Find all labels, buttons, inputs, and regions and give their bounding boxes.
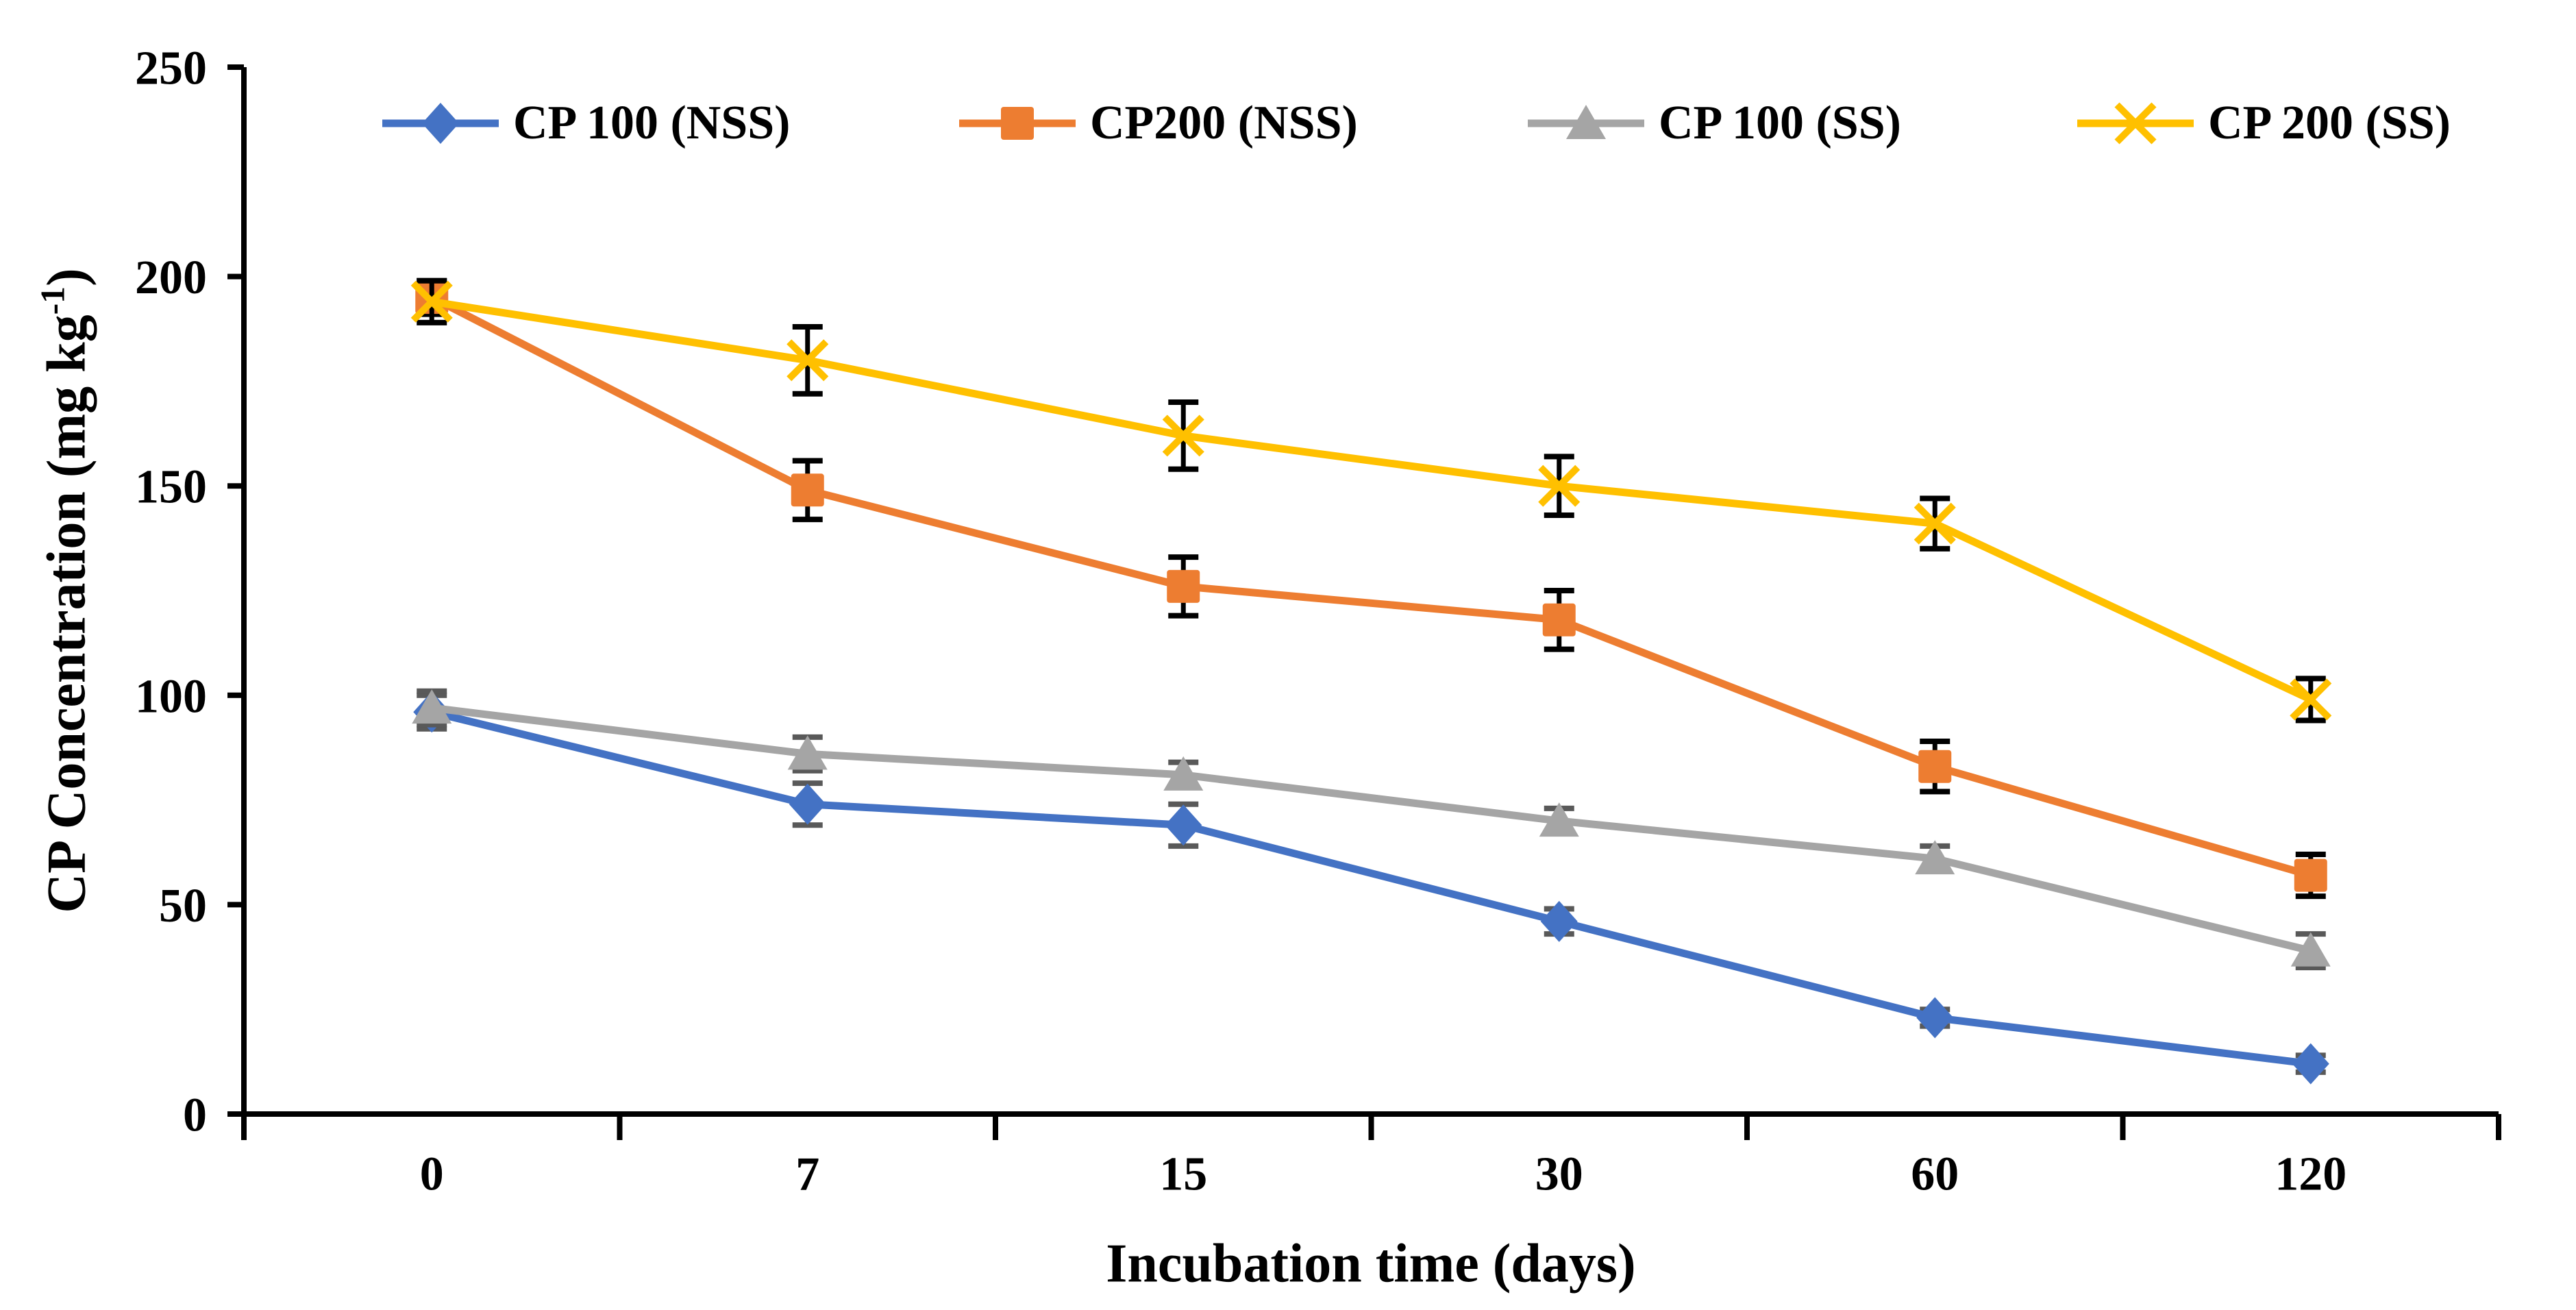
diamond-marker [2292, 1043, 2329, 1085]
y-tick-label: 0 [183, 1089, 207, 1142]
legend-item: CP 100 (NSS) [379, 91, 790, 156]
x-tick-label: 30 [1535, 1148, 1583, 1201]
x-marker [2114, 102, 2157, 145]
y-tick-label: 100 [135, 670, 207, 723]
legend-marker-square [959, 107, 1076, 140]
square-marker [791, 473, 824, 507]
square-marker [2294, 858, 2327, 892]
y-axis-title-superscript: -1 [34, 286, 72, 315]
legend-marker-triangle [1528, 105, 1644, 139]
legend-label: CP 100 (SS) [1659, 97, 1901, 149]
x-axis-title: Incubation time (days) [1106, 1233, 1636, 1294]
square-marker [1001, 107, 1034, 140]
y-axis-title-close: ) [36, 268, 97, 287]
series-line [431, 704, 2312, 954]
y-tick-label: 50 [159, 880, 207, 932]
legend-label: CP 200 (SS) [2208, 97, 2451, 149]
diamond-marker [789, 783, 826, 825]
series-line [430, 294, 2312, 879]
triangle-marker [1539, 802, 1579, 837]
diamond-marker [1916, 997, 1954, 1039]
legend-marker-diamond [382, 103, 499, 144]
legend-label: CP200 (NSS) [1090, 97, 1358, 149]
square-marker [1167, 569, 1200, 603]
diamond-marker [1165, 804, 1202, 846]
x-marker [1162, 415, 1204, 457]
legend-item: CP 100 (SS) [1524, 91, 1901, 156]
series-line [430, 708, 2312, 1068]
y-tick-label: 250 [135, 42, 207, 95]
x-tick-label: 0 [420, 1148, 444, 1201]
y-tick-label: 150 [135, 461, 207, 514]
legend-marker-x [2077, 102, 2194, 145]
triangle-marker [787, 735, 828, 770]
triangle-marker [412, 689, 452, 724]
x-tick-label: 7 [795, 1148, 819, 1201]
series-line [431, 297, 2313, 703]
y-tick-label: 200 [135, 251, 207, 304]
diamond-marker [1540, 900, 1578, 942]
legend-item: CP200 (NSS) [956, 91, 1358, 156]
x-tick-label: 120 [2275, 1148, 2346, 1201]
x-tick-label: 15 [1159, 1148, 1207, 1201]
legend-item: CP 200 (SS) [2074, 91, 2451, 156]
x-marker [2290, 678, 2332, 721]
x-marker [787, 339, 829, 382]
x-marker [410, 280, 453, 323]
y-axis-title: CP Concentration (mg kg-1) [34, 268, 99, 913]
triangle-marker [1915, 840, 1955, 875]
legend-label: CP 100 (NSS) [513, 97, 791, 149]
square-marker [1918, 750, 1952, 783]
triangle-marker [1163, 756, 1204, 791]
x-tick-label: 60 [1911, 1148, 1959, 1201]
triangle-marker [2290, 932, 2331, 967]
diamond-marker [422, 103, 459, 144]
x-marker [1914, 502, 1956, 545]
x-marker [1538, 465, 1581, 507]
triangle-marker [1566, 105, 1606, 139]
square-marker [1542, 603, 1576, 637]
y-axis-title-text: CP Concentration (mg kg [36, 314, 97, 913]
